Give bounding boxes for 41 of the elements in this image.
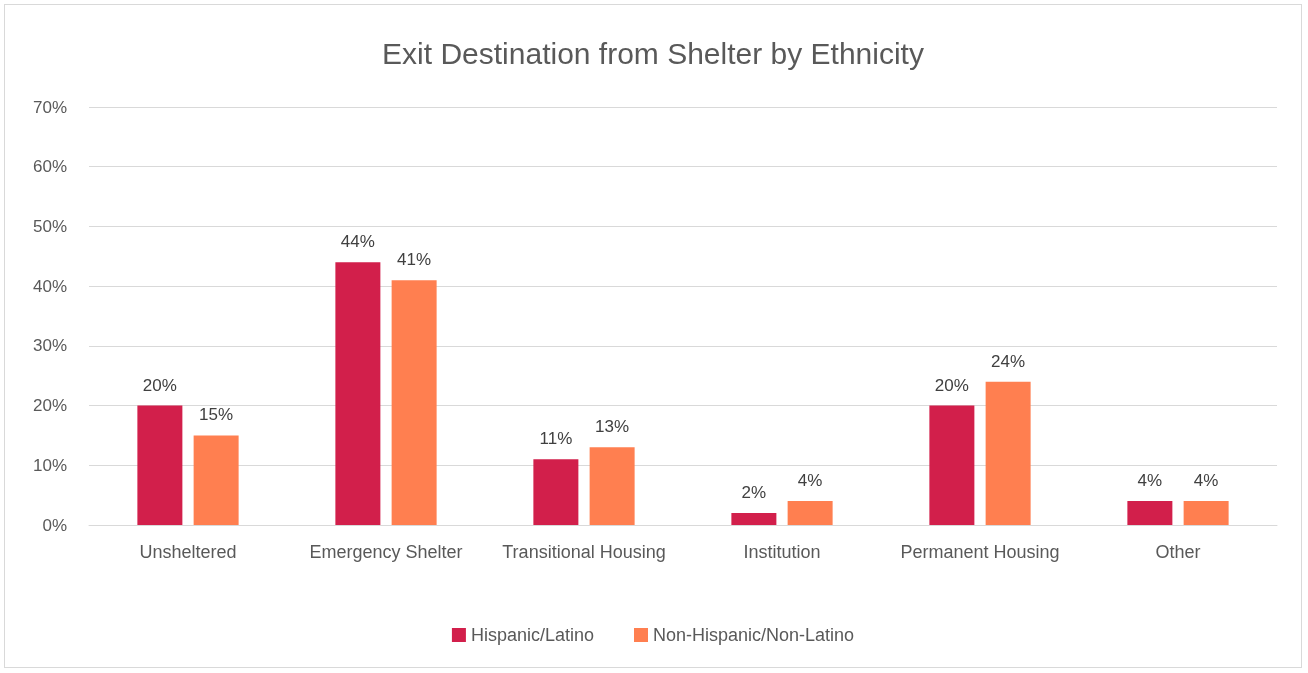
data-label: 44% [340, 232, 375, 252]
y-tick-label: 20% [32, 396, 67, 416]
x-tick-label: Permanent Housing [900, 542, 1060, 562]
data-label: 15% [199, 405, 234, 425]
data-label: 4% [1193, 471, 1219, 491]
x-tick-label: Other [1155, 542, 1201, 562]
bar [589, 447, 635, 525]
y-tick-label: 50% [32, 216, 67, 236]
bar [1183, 501, 1229, 525]
bar [985, 381, 1031, 525]
y-tick-label: 40% [32, 276, 67, 296]
bar [731, 513, 777, 525]
bar [137, 405, 183, 525]
data-label: 4% [1137, 471, 1163, 491]
bar [391, 280, 437, 525]
y-tick-label: 30% [32, 336, 67, 356]
data-label: 13% [595, 417, 630, 437]
x-tick-label: Institution [743, 542, 821, 562]
bar [929, 405, 975, 525]
legend-label: Hispanic/Latino [470, 625, 594, 645]
bar [1127, 501, 1173, 525]
chart-title: Exit Destination from Shelter by Ethnicity [382, 36, 924, 70]
data-label: 20% [934, 375, 969, 395]
data-label: 2% [741, 483, 767, 503]
x-tick-label: Unsheltered [139, 542, 237, 562]
bar [533, 459, 579, 525]
y-tick-label: 60% [32, 157, 67, 177]
legend-label: Non-Hispanic/Non-Latino [652, 625, 855, 645]
x-tick-label: Emergency Shelter [309, 542, 463, 562]
y-tick-label: 0% [42, 515, 67, 535]
data-label: 41% [397, 250, 432, 270]
bar [193, 435, 239, 525]
y-tick-label: 10% [32, 455, 67, 475]
data-label: 4% [797, 471, 823, 491]
y-tick-label: 70% [32, 97, 67, 117]
data-label: 11% [539, 429, 573, 449]
x-tick-label: Transitional Housing [502, 542, 666, 562]
data-label: 20% [142, 375, 177, 395]
data-label: 24% [991, 351, 1026, 371]
bar [787, 501, 833, 525]
bar [335, 262, 381, 525]
